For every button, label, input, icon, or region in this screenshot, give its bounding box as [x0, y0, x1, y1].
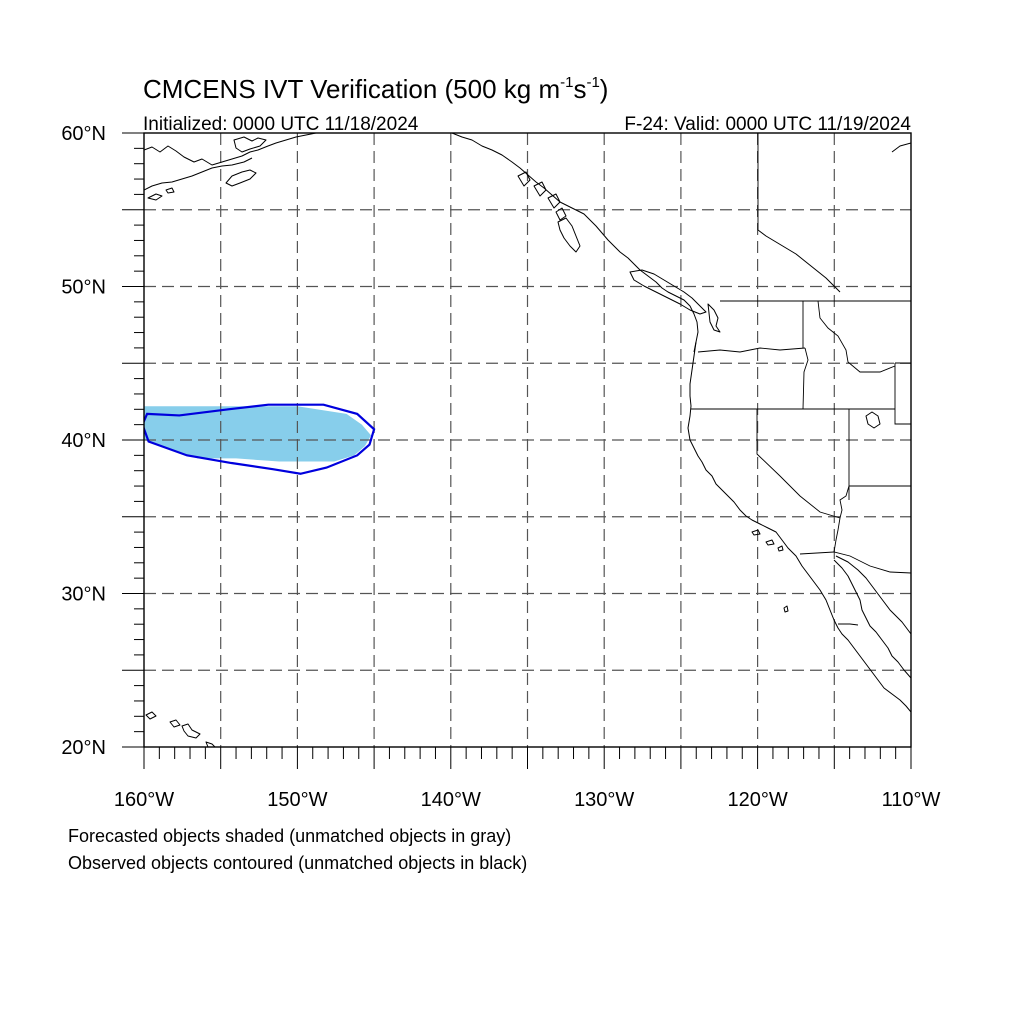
forecast-object	[144, 406, 372, 462]
ca-nv-border	[756, 409, 841, 519]
us-mexico-border	[799, 551, 911, 574]
channel-islands	[751, 529, 784, 552]
footnote-observed: Observed objects contoured (unmatched ob…	[68, 853, 527, 873]
puget-sound	[707, 303, 721, 333]
az-ca-border	[833, 485, 850, 553]
footnote-forecast: Forecasted objects shaded (unmatched obj…	[68, 826, 511, 846]
haida-gwaii	[557, 217, 581, 253]
lat-label: 20°N	[61, 737, 106, 759]
initialized-label: Initialized: 0000 UTC 11/18/2024	[143, 114, 419, 135]
observed-object	[144, 403, 376, 475]
id-mt-border	[817, 300, 896, 373]
lon-label: 130°W	[574, 789, 634, 811]
guadalupe-island	[783, 605, 789, 613]
lon-label: 140°W	[421, 789, 481, 811]
vancouver-island	[629, 269, 707, 315]
hawaii-islands	[145, 711, 216, 747]
alexander-archipelago	[517, 171, 567, 221]
graticule	[144, 133, 911, 747]
west-coast	[687, 341, 911, 713]
wy-border	[894, 362, 911, 425]
or-id-border	[802, 347, 809, 410]
valid-label: F-24: Valid: 0000 UTC 11/19/2024	[624, 114, 911, 135]
political-borders	[691, 133, 911, 626]
lat-label: 30°N	[61, 584, 106, 606]
lon-labels: 160°W 150°W 140°W 130°W 120°W 110°W	[114, 789, 941, 811]
axis-ticks	[122, 132, 912, 769]
lat-label: 60°N	[61, 123, 106, 145]
kenai-coast	[233, 136, 267, 153]
baja-state-border	[838, 623, 859, 626]
lat-label: 50°N	[61, 277, 106, 299]
shumagin-islands	[147, 187, 175, 201]
map-area	[144, 133, 911, 747]
alaska-peninsula	[144, 157, 253, 191]
kodiak-island	[225, 169, 257, 187]
hudson-edge	[891, 142, 911, 153]
figure-title: CMCENS IVT Verification (500 kg m-1s-1)	[143, 74, 608, 104]
coastlines	[144, 133, 911, 747]
lon-label: 160°W	[114, 789, 174, 811]
gulf-of-alaska-coast	[451, 133, 699, 353]
alaska-coast	[144, 133, 317, 166]
bc-interior-coast	[757, 229, 841, 293]
lat-labels: 60°N 50°N 40°N 30°N 20°N	[61, 123, 106, 759]
lon-label: 150°W	[267, 789, 327, 811]
wa-or-border	[697, 347, 806, 353]
lat-label: 40°N	[61, 430, 106, 452]
lon-label: 120°W	[727, 789, 787, 811]
baja-gulf-coast	[833, 559, 911, 679]
mexico-mainland-coast	[835, 555, 911, 635]
great-salt-lake	[865, 411, 881, 429]
lon-label: 110°W	[882, 789, 941, 811]
